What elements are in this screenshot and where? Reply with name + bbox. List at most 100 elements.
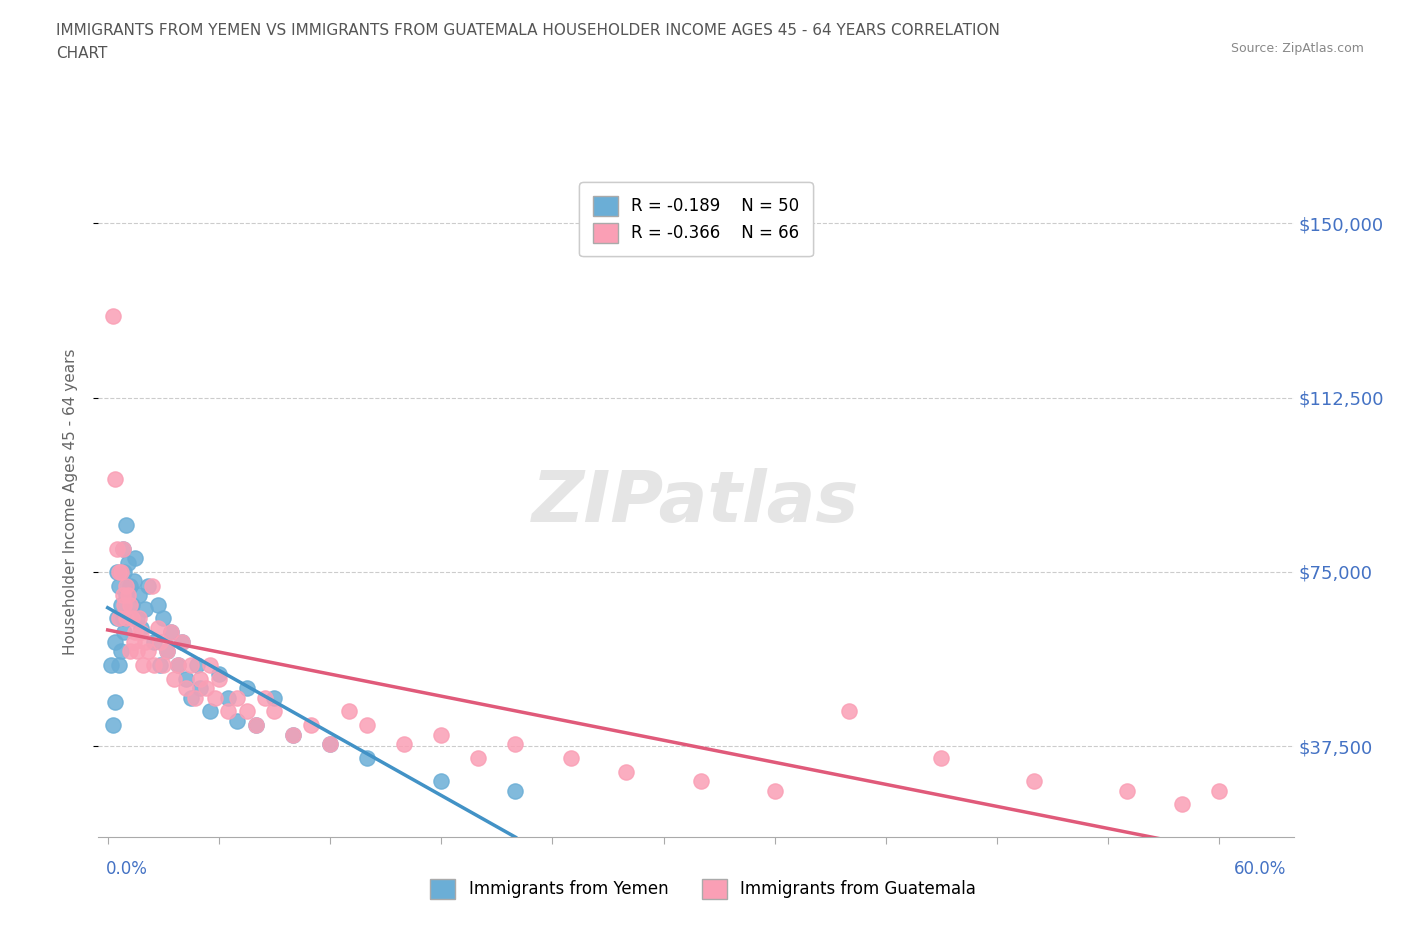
Point: [1171, 797, 1194, 812]
Point: [198, 704, 221, 719]
Legend: Immigrants from Yemen, Immigrants from Guatemala: Immigrants from Yemen, Immigrants from G…: [418, 866, 988, 912]
Point: [689, 774, 711, 789]
Point: [132, 658, 155, 672]
Point: [217, 690, 239, 705]
Point: [115, 588, 138, 603]
Point: [146, 597, 169, 612]
Text: 60.0%: 60.0%: [1234, 860, 1286, 878]
Point: [763, 783, 786, 798]
Point: [281, 727, 304, 742]
Point: [560, 751, 582, 765]
Point: [104, 695, 127, 710]
Point: [254, 690, 277, 705]
Point: [128, 611, 150, 626]
Point: [118, 597, 141, 612]
Point: [208, 671, 231, 686]
Point: [107, 658, 129, 672]
Text: 0.0%: 0.0%: [105, 860, 148, 878]
Point: [319, 737, 342, 751]
Point: [105, 541, 128, 556]
Point: [111, 588, 134, 603]
Point: [138, 578, 160, 593]
Point: [180, 658, 202, 672]
Point: [194, 681, 217, 696]
Point: [1024, 774, 1046, 789]
Point: [931, 751, 953, 765]
Point: [1208, 783, 1230, 798]
Point: [198, 658, 221, 672]
Point: [121, 597, 143, 612]
Point: [245, 718, 267, 733]
Point: [110, 597, 132, 612]
Point: [148, 634, 170, 649]
Point: [117, 588, 139, 603]
Point: [208, 667, 231, 682]
Point: [124, 625, 146, 640]
Point: [430, 774, 453, 789]
Point: [115, 518, 138, 533]
Point: [188, 671, 211, 686]
Point: [156, 644, 179, 658]
Point: [356, 718, 378, 733]
Point: [159, 625, 181, 640]
Point: [111, 611, 134, 626]
Point: [167, 658, 190, 672]
Y-axis label: Householder Income Ages 45 - 64 years: Householder Income Ages 45 - 64 years: [63, 349, 77, 656]
Point: [124, 551, 146, 565]
Text: Source: ZipAtlas.com: Source: ZipAtlas.com: [1230, 42, 1364, 55]
Point: [104, 634, 127, 649]
Point: [103, 309, 125, 324]
Point: [118, 644, 141, 658]
Point: [122, 574, 145, 589]
Point: [122, 634, 145, 649]
Point: [245, 718, 267, 733]
Point: [180, 690, 202, 705]
Point: [838, 704, 860, 719]
Point: [174, 681, 197, 696]
Point: [100, 658, 122, 672]
Point: [392, 737, 415, 751]
Point: [112, 565, 135, 579]
Point: [110, 565, 132, 579]
Point: [105, 565, 128, 579]
Point: [103, 718, 125, 733]
Point: [152, 658, 174, 672]
Point: [112, 597, 135, 612]
Point: [121, 611, 143, 626]
Point: [134, 602, 156, 617]
Point: [156, 644, 179, 658]
Point: [117, 555, 139, 570]
Point: [170, 634, 193, 649]
Point: [115, 578, 138, 593]
Point: [204, 690, 226, 705]
Point: [105, 611, 128, 626]
Text: CHART: CHART: [56, 46, 108, 61]
Point: [217, 704, 239, 719]
Point: [226, 690, 249, 705]
Point: [146, 620, 169, 635]
Point: [104, 472, 127, 486]
Point: [115, 611, 138, 626]
Point: [505, 737, 527, 751]
Point: [163, 671, 186, 686]
Point: [263, 704, 285, 719]
Point: [430, 727, 453, 742]
Point: [281, 727, 304, 742]
Point: [186, 658, 208, 672]
Legend: R = -0.189    N = 50, R = -0.366    N = 66: R = -0.189 N = 50, R = -0.366 N = 66: [579, 182, 813, 257]
Point: [129, 620, 152, 635]
Point: [263, 690, 285, 705]
Point: [184, 690, 207, 705]
Point: [118, 578, 141, 593]
Point: [143, 658, 166, 672]
Point: [152, 611, 174, 626]
Point: [129, 625, 152, 640]
Point: [337, 704, 360, 719]
Point: [141, 578, 163, 593]
Point: [148, 658, 170, 672]
Point: [616, 764, 638, 779]
Point: [128, 588, 150, 603]
Point: [319, 737, 342, 751]
Point: [134, 634, 156, 649]
Point: [301, 718, 323, 733]
